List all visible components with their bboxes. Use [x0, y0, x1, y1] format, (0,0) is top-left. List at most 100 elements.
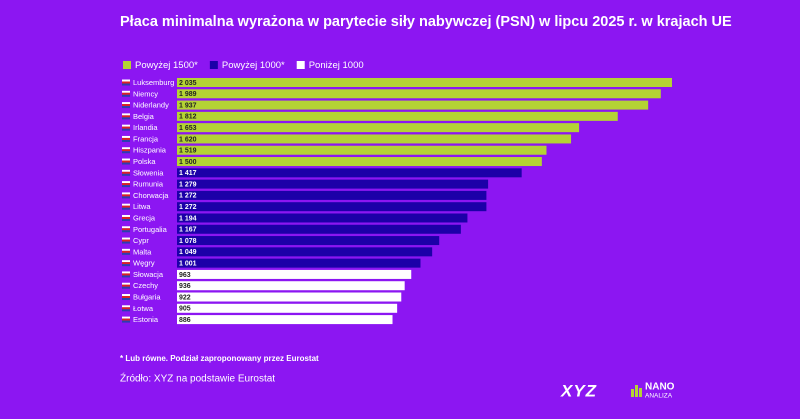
flag — [122, 128, 130, 131]
bar — [177, 145, 547, 155]
flag — [122, 228, 130, 231]
flag — [122, 183, 130, 186]
flag — [122, 237, 130, 240]
category-label: Słowenia — [133, 168, 164, 177]
flag — [122, 262, 130, 265]
bar — [177, 111, 618, 121]
category-label: Belgia — [133, 112, 155, 121]
flag — [122, 137, 130, 140]
category-label: Hiszpania — [133, 146, 167, 155]
category-label: Niemcy — [133, 89, 158, 98]
flag — [122, 181, 130, 184]
flag — [122, 226, 130, 229]
flag — [122, 286, 130, 289]
value-label: 963 — [179, 272, 191, 279]
bar — [177, 213, 468, 223]
flag — [122, 260, 130, 263]
value-label: 886 — [179, 317, 191, 324]
chart-title: Płaca minimalna wyrażona w parytecie sił… — [120, 14, 732, 30]
flag — [122, 194, 130, 197]
value-label: 1 279 — [179, 181, 197, 188]
flag — [122, 171, 130, 174]
flag — [122, 275, 130, 278]
category-label: Słowacja — [133, 270, 164, 279]
flag — [122, 248, 130, 251]
value-label: 1 194 — [179, 215, 197, 222]
footnote: * Lub równe. Podział zaproponowany przez… — [120, 354, 319, 363]
flag — [122, 294, 130, 297]
bar — [177, 292, 402, 302]
category-label: Rumunia — [133, 180, 164, 189]
flag — [122, 115, 130, 118]
flag — [122, 104, 130, 107]
category-label: Bułgaria — [133, 292, 161, 301]
flag — [122, 139, 130, 142]
flag — [122, 318, 130, 321]
flag — [122, 296, 130, 299]
category-label: Luksemburg — [133, 78, 174, 87]
flag — [122, 241, 130, 244]
flag — [122, 160, 130, 163]
bar — [177, 123, 580, 133]
flag — [122, 81, 130, 84]
flag — [122, 102, 130, 105]
flag — [122, 90, 130, 93]
legend-label: Powyżej 1000* — [222, 60, 285, 71]
value-label: 1 272 — [179, 193, 197, 200]
flag — [122, 185, 130, 188]
category-label: Litwa — [133, 202, 151, 211]
flag — [122, 264, 130, 267]
value-label: 922 — [179, 294, 191, 301]
flag — [122, 214, 130, 217]
flag — [122, 216, 130, 219]
category-label: Niderlandy — [133, 101, 169, 110]
category-label: Cypr — [133, 236, 149, 245]
category-label: Polska — [133, 157, 156, 166]
value-label: 1 272 — [179, 204, 197, 211]
value-label: 1 937 — [179, 102, 197, 109]
category-label: Portugalia — [133, 225, 168, 234]
bar — [177, 89, 661, 99]
flag — [122, 239, 130, 242]
flag — [122, 250, 130, 253]
category-label: Malta — [133, 247, 152, 256]
flag — [122, 298, 130, 301]
bar — [177, 247, 433, 257]
legend-label: Powyżej 1500* — [135, 60, 198, 71]
value-label: 1 989 — [179, 91, 197, 98]
category-label: Węgry — [133, 259, 155, 268]
bar — [177, 258, 421, 268]
bar — [177, 281, 405, 291]
flag — [122, 282, 130, 285]
value-label: 1 519 — [179, 148, 197, 155]
flag — [122, 273, 130, 276]
value-label: 936 — [179, 283, 191, 290]
flag — [122, 126, 130, 129]
flag — [122, 305, 130, 308]
flag — [122, 149, 130, 152]
category-label: Grecja — [133, 213, 156, 222]
bar — [177, 100, 649, 110]
logo-analiza: ANALIZA — [645, 393, 673, 400]
bar — [177, 168, 522, 178]
logo-bar — [635, 385, 638, 397]
bar — [177, 157, 542, 167]
flag — [122, 117, 130, 120]
flag — [122, 173, 130, 176]
flag — [122, 151, 130, 154]
legend-label: Poniżej 1000 — [309, 60, 364, 71]
flag — [122, 196, 130, 199]
flag — [122, 135, 130, 138]
logo-nano: NANO — [645, 382, 675, 393]
value-label: 1 078 — [179, 238, 197, 245]
legend-swatch — [123, 61, 131, 69]
flag — [122, 79, 130, 82]
bar — [177, 202, 487, 212]
flag — [122, 158, 130, 161]
flag — [122, 284, 130, 287]
value-label: 1 500 — [179, 159, 197, 166]
bar — [177, 78, 672, 87]
bar — [177, 236, 440, 246]
legend-swatch — [296, 61, 305, 69]
